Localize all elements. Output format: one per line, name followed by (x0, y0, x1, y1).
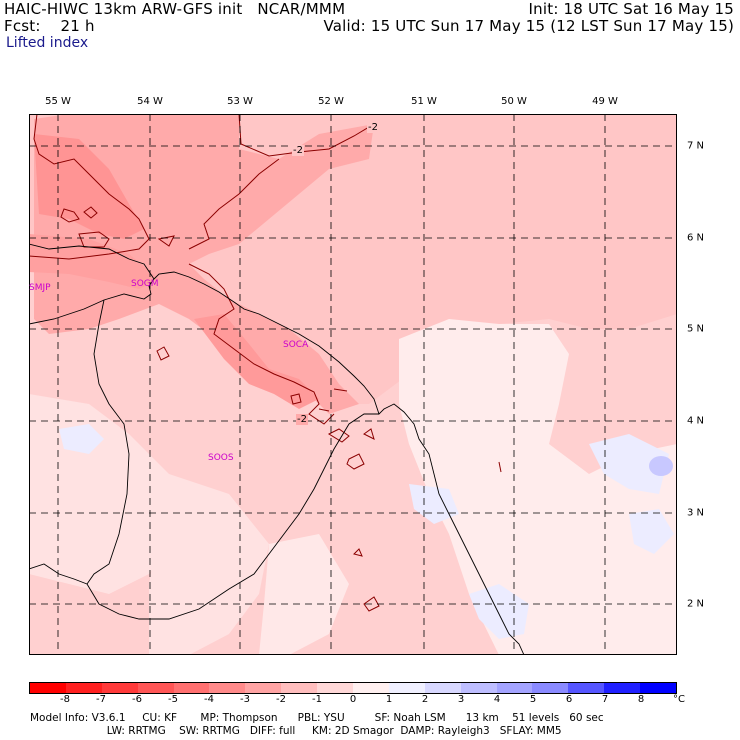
lon-label: 55 W (45, 96, 71, 107)
station-label: SOCA (283, 340, 309, 350)
field-region (149, 474, 269, 655)
colorbar-cell (353, 683, 389, 693)
field-name: Lifted index (6, 35, 89, 51)
coastline (29, 243, 525, 655)
field-region (589, 434, 669, 494)
colorbar-unit: °C (673, 694, 685, 705)
colorbar-tick-label: 8 (637, 694, 645, 705)
colorbar-cell (388, 683, 425, 693)
colorbar-tick-label: -1 (312, 694, 322, 705)
lifted-index-map (29, 114, 677, 655)
lat-label: 5 N (687, 323, 705, 335)
lon-label: 51 W (411, 96, 437, 107)
colorbar-tick-label: -7 (96, 694, 106, 705)
station-label: SOOS (208, 453, 234, 463)
lon-label: 49 W (592, 96, 618, 107)
field-region (649, 456, 673, 476)
field-region (409, 484, 459, 524)
colorbar-tick-label: -4 (204, 694, 214, 705)
colorbar-tick-label: 7 (601, 694, 609, 705)
model-title: HAIC-HIWC 13km ARW-GFS init (4, 0, 243, 18)
header-left: HAIC-HIWC 13km ARW-GFS init NCAR/MMM Fcs… (4, 1, 345, 35)
field-region (629, 509, 674, 554)
field-region (194, 314, 319, 409)
colorbar-tick-label: -2 (276, 694, 286, 705)
lon-label: 52 W (318, 96, 344, 107)
colorbar-cell (30, 683, 66, 693)
colorbar-cell (496, 683, 533, 693)
lon-label: 53 W (227, 96, 253, 107)
lon-label: 50 W (501, 96, 527, 107)
fcst-label: Fcst: (4, 17, 41, 35)
contour-label: -2 (367, 122, 379, 133)
colorbar-tick-label: 1 (385, 694, 393, 705)
colorbar-tick-label: 4 (493, 694, 501, 705)
lat-label: 6 N (687, 232, 705, 244)
colorbar-tick-label: -6 (132, 694, 142, 705)
colorbar-cell (209, 683, 246, 693)
station-label: SOGM (131, 279, 159, 289)
contour-label: -2 (292, 145, 304, 156)
colorbar-cell (568, 683, 605, 693)
lat-label: 3 N (687, 507, 705, 519)
station-label: SMJP (29, 283, 51, 293)
valid-time: Valid: 15 UTC Sun 17 May 15 (12 LST Sun … (323, 17, 734, 35)
colorbar-cell (424, 683, 461, 693)
model-info-line1: Model Info: V3.6.1 CU: KF MP: Thompson P… (30, 712, 604, 724)
colorbar-tick-label: -5 (168, 694, 178, 705)
colorbar-cell (640, 683, 677, 693)
colorbar-tick-label: 6 (565, 694, 573, 705)
colorbar-cell (532, 683, 569, 693)
field-region (59, 424, 104, 454)
colorbar-tick-label: -3 (240, 694, 250, 705)
lon-label: 54 W (137, 96, 163, 107)
field-region (399, 319, 677, 655)
colorbar-tick-label: 0 (349, 694, 357, 705)
colorbar-cell (281, 683, 318, 693)
colorbar-tick-label: 3 (457, 694, 465, 705)
colorbar (29, 682, 677, 694)
lat-label: 2 N (687, 598, 705, 610)
lat-label: 7 N (687, 140, 705, 152)
contour-label: -2 (296, 414, 308, 425)
contour-lines (29, 114, 502, 612)
colorbar-cell (460, 683, 497, 693)
fcst-value: 21 h (60, 17, 95, 35)
colorbar-cell (245, 683, 282, 693)
colorbar-tick-label: -8 (60, 694, 70, 705)
colorbar-cell (317, 683, 354, 693)
colorbar-cell (65, 683, 102, 693)
header-right: Init: 18 UTC Sat 16 May 15 Valid: 15 UTC… (323, 1, 734, 35)
colorbar-cell (101, 683, 138, 693)
colorbar-cell (173, 683, 210, 693)
lat-label: 4 N (687, 415, 705, 427)
field-region (34, 134, 144, 239)
colorbar-cell (137, 683, 174, 693)
center-label: NCAR/MMM (257, 0, 346, 18)
map-panel: -2 -2 -2 -2 SMJP SOGM SOCA SOOS (29, 114, 677, 655)
model-info-line2: LW: RRTMG SW: RRTMG DIFF: full KM: 2D Sm… (30, 725, 562, 737)
field-region (259, 534, 349, 655)
colorbar-cell (604, 683, 641, 693)
map-frame (29, 114, 677, 655)
init-time: Init: 18 UTC Sat 16 May 15 (528, 0, 734, 18)
colorbar-tick-label: 2 (421, 694, 429, 705)
colorbar-tick-label: 5 (529, 694, 537, 705)
